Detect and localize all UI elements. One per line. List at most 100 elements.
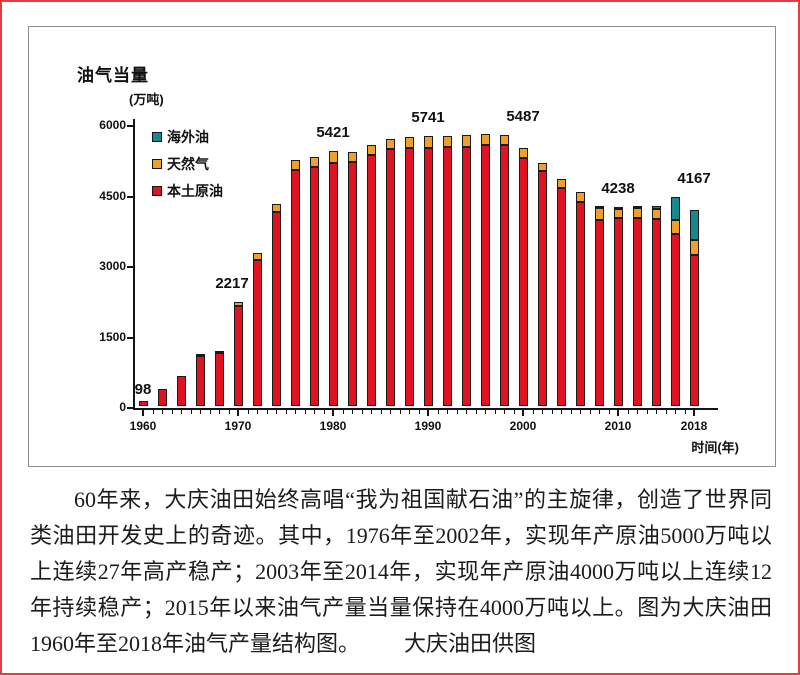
bar-1996 xyxy=(480,134,490,406)
x-minor-tick xyxy=(589,410,591,414)
bar-1970-segment-天然气 xyxy=(233,301,243,306)
x-tick-1970 xyxy=(237,410,239,416)
bar-2008 xyxy=(594,206,604,406)
bar-2010-segment-海外油 xyxy=(613,206,623,209)
x-minor-tick xyxy=(276,410,277,414)
x-minor-tick xyxy=(494,410,496,414)
x-tick-1960 xyxy=(142,410,144,416)
bar-1962-segment-本土原油 xyxy=(157,388,167,406)
bar-2016 xyxy=(670,197,680,406)
legend-label: 天然气 xyxy=(167,155,209,172)
bar-1998-segment-本土原油 xyxy=(499,145,509,406)
x-tick-label-2010: 2010 xyxy=(604,419,632,433)
x-minor-tick xyxy=(542,410,543,414)
bar-1986-segment-天然气 xyxy=(385,138,395,149)
legend-swatch-icon xyxy=(152,131,162,142)
x-minor-tick xyxy=(314,410,315,414)
x-minor-tick xyxy=(504,410,505,414)
bar-2014-segment-本土原油 xyxy=(651,219,661,406)
x-minor-tick xyxy=(171,410,173,414)
bar-2018-segment-海外油 xyxy=(689,210,699,240)
bar-1988-segment-本土原油 xyxy=(404,147,414,406)
bar-2018-segment-天然气 xyxy=(689,239,699,256)
x-minor-tick xyxy=(637,410,638,414)
bar-2014-segment-海外油 xyxy=(651,206,661,209)
bar-1972-segment-本土原油 xyxy=(252,260,262,406)
x-minor-tick xyxy=(580,410,581,414)
bar-2010-segment-天然气 xyxy=(613,208,623,219)
x-tick-label-1980: 1980 xyxy=(319,419,347,433)
x-minor-tick xyxy=(513,410,515,414)
legend-label: 本土原油 xyxy=(167,182,223,199)
chart-title: 油气当量 xyxy=(77,66,149,85)
bar-2018 xyxy=(689,210,699,406)
bar-2006-segment-天然气 xyxy=(575,192,585,202)
bar-2010 xyxy=(613,206,623,406)
x-tick-label-1990: 1990 xyxy=(414,419,442,433)
bar-2014-segment-天然气 xyxy=(651,208,661,220)
bar-1986-segment-本土原油 xyxy=(385,148,395,406)
bar-2014 xyxy=(651,206,661,406)
legend-label: 海外油 xyxy=(167,128,209,145)
legend-swatch-icon xyxy=(152,158,162,169)
x-tick-label-1970: 1970 xyxy=(224,419,252,433)
bar-2008-segment-本土原油 xyxy=(594,219,604,406)
caption-text: 60年来，大庆油田始终高唱“我为祖国献石油”的主旋律，创造了世界同类油田开发史上… xyxy=(30,487,772,656)
bar-1968-segment-天然气 xyxy=(214,350,224,354)
value-label-1980: 5421 xyxy=(316,124,350,142)
x-minor-tick xyxy=(475,410,477,414)
bar-2008-segment-天然气 xyxy=(594,208,604,220)
bar-1988-segment-天然气 xyxy=(404,137,414,148)
x-axis-line xyxy=(133,408,718,410)
legend-item-本土原油: 本土原油 xyxy=(152,182,223,199)
x-minor-tick xyxy=(209,410,211,414)
legend-item-天然气: 天然气 xyxy=(152,155,223,172)
x-minor-tick xyxy=(418,410,420,414)
x-minor-tick xyxy=(399,410,401,414)
caption-credit: 大庆油田供图 xyxy=(404,631,537,656)
x-minor-tick xyxy=(361,410,363,414)
bar-1994-segment-天然气 xyxy=(461,135,471,147)
y-tick-label-3000: 3000 xyxy=(99,259,126,273)
x-minor-tick xyxy=(371,410,372,414)
y-axis-line xyxy=(133,119,135,410)
x-minor-tick xyxy=(390,410,391,414)
bar-2012-segment-天然气 xyxy=(632,207,642,218)
x-minor-tick xyxy=(352,410,353,414)
x-minor-tick xyxy=(551,410,553,414)
bar-1960-segment-本土原油 xyxy=(138,401,148,406)
bar-1990 xyxy=(423,136,433,406)
x-minor-tick xyxy=(532,410,534,414)
bar-1990-segment-天然气 xyxy=(423,136,433,148)
x-minor-tick xyxy=(295,410,296,414)
chart-panel: 油气当量 (万吨) 海外油 天然气 本土原油 0 1500 3000 4500 6000 19… xyxy=(28,26,776,467)
y-tick-label-4500: 4500 xyxy=(99,188,126,203)
x-minor-tick xyxy=(152,410,154,414)
bar-1978-segment-天然气 xyxy=(309,156,319,167)
caption: 60年来，大庆油田始终高唱“我为祖国献石油”的主旋律，创造了世界同类油田开发史上… xyxy=(30,482,772,662)
bar-1974-segment-天然气 xyxy=(271,204,281,213)
y-tick-4500 xyxy=(127,195,133,198)
bar-1980-segment-本土原油 xyxy=(328,162,338,406)
value-label-1990: 5741 xyxy=(411,109,445,127)
bar-2002-segment-天然气 xyxy=(537,162,547,171)
bar-2016-segment-天然气 xyxy=(670,219,680,235)
x-minor-tick xyxy=(675,410,676,414)
bar-1966-segment-天然气 xyxy=(195,354,205,357)
x-minor-tick xyxy=(380,410,382,414)
x-minor-tick xyxy=(285,410,287,414)
x-minor-tick xyxy=(570,410,572,414)
bar-2004 xyxy=(556,179,566,406)
bar-1960 xyxy=(138,401,148,406)
x-minor-tick xyxy=(485,410,486,414)
x-minor-tick xyxy=(561,410,562,414)
x-minor-tick xyxy=(323,410,325,414)
x-minor-tick xyxy=(342,410,344,414)
bar-1998 xyxy=(499,135,509,406)
x-minor-tick xyxy=(627,410,629,414)
bar-1966-segment-本土原油 xyxy=(195,356,205,406)
bar-2006-segment-本土原油 xyxy=(575,201,585,406)
bar-2000 xyxy=(518,148,528,406)
x-axis-label: 时间(年) xyxy=(691,440,739,455)
